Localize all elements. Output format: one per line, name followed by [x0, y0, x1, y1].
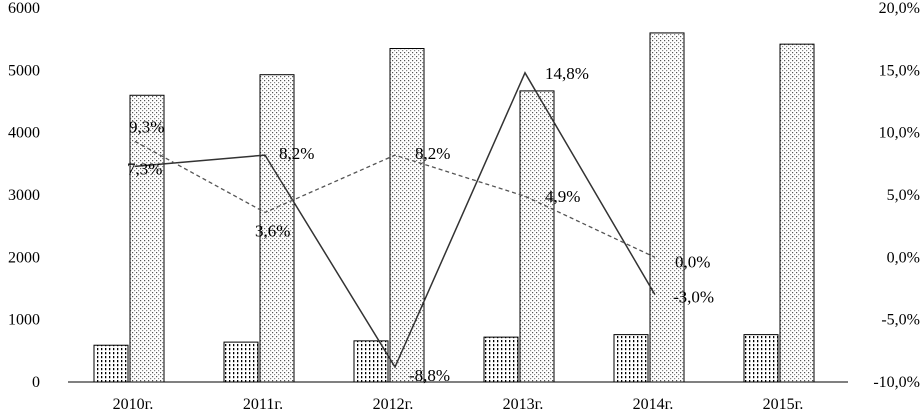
- category-label-1: 2011г.: [243, 396, 283, 413]
- data-label-solid-2: -8,8%: [409, 366, 450, 385]
- left-tick-label-1: 1000: [8, 312, 40, 329]
- bar-dots-4: [613, 334, 649, 383]
- category-label-2: 2012г.: [373, 396, 414, 413]
- right-tick-label-5: 15,0%: [879, 62, 920, 79]
- bar-grid-5: [779, 43, 815, 383]
- left-tick-label-0: 0: [32, 374, 40, 391]
- bar-grid-3: [519, 90, 555, 383]
- right-tick-label-2: 0,0%: [887, 249, 920, 266]
- data-label-dashed-4: 0,0%: [675, 252, 710, 271]
- left-tick-label-4: 4000: [8, 125, 40, 142]
- bar-grid-1: [259, 74, 295, 383]
- data-label-solid-0: 7,3%: [127, 159, 162, 178]
- line-series-solid: [134, 71, 656, 369]
- right-tick-label-0: -10,0%: [873, 374, 920, 391]
- category-label-4: 2014г.: [633, 396, 674, 413]
- category-label-0: 2010г.: [113, 396, 154, 413]
- bar-dots-0: [93, 344, 129, 383]
- right-tick-label-6: 20,0%: [879, 0, 920, 17]
- data-label-solid-4: -3,0%: [673, 288, 714, 307]
- data-label-solid-1: 8,2%: [279, 144, 314, 163]
- category-label-5: 2015г.: [763, 396, 804, 413]
- left-tick-label-6: 6000: [8, 0, 40, 17]
- data-label-dashed-0: 9,3%: [129, 117, 164, 136]
- labels-layer: 7,3% 8,2% -8,8% 14,8% -3,0% 9,3% 3,6% 8,2% 4,9% 0…: [8, 0, 920, 413]
- bars-layer: [93, 32, 815, 383]
- bar-dots-5: [743, 334, 779, 383]
- bar-dots-1: [223, 341, 259, 383]
- right-tick-label-1: -5,0%: [881, 312, 920, 329]
- left-tick-label-2: 2000: [8, 249, 40, 266]
- right-tick-label-3: 5,0%: [887, 187, 920, 204]
- data-label-dashed-2: 8,2%: [415, 144, 450, 163]
- line-series-dashed: [134, 140, 656, 258]
- data-label-dashed-3: 4,9%: [545, 187, 580, 206]
- bar-grid-2: [389, 48, 425, 383]
- bar-grid-4: [649, 32, 685, 383]
- category-label-3: 2013г.: [503, 396, 544, 413]
- lines-layer: [134, 71, 656, 369]
- right-tick-label-4: 10,0%: [879, 125, 920, 142]
- left-tick-label-5: 5000: [8, 62, 40, 79]
- left-tick-label-3: 3000: [8, 187, 40, 204]
- bar-dots-3: [483, 336, 519, 383]
- data-label-solid-3: 14,8%: [545, 64, 589, 83]
- data-label-dashed-1: 3,6%: [255, 221, 290, 240]
- bar-grid-0: [129, 94, 165, 383]
